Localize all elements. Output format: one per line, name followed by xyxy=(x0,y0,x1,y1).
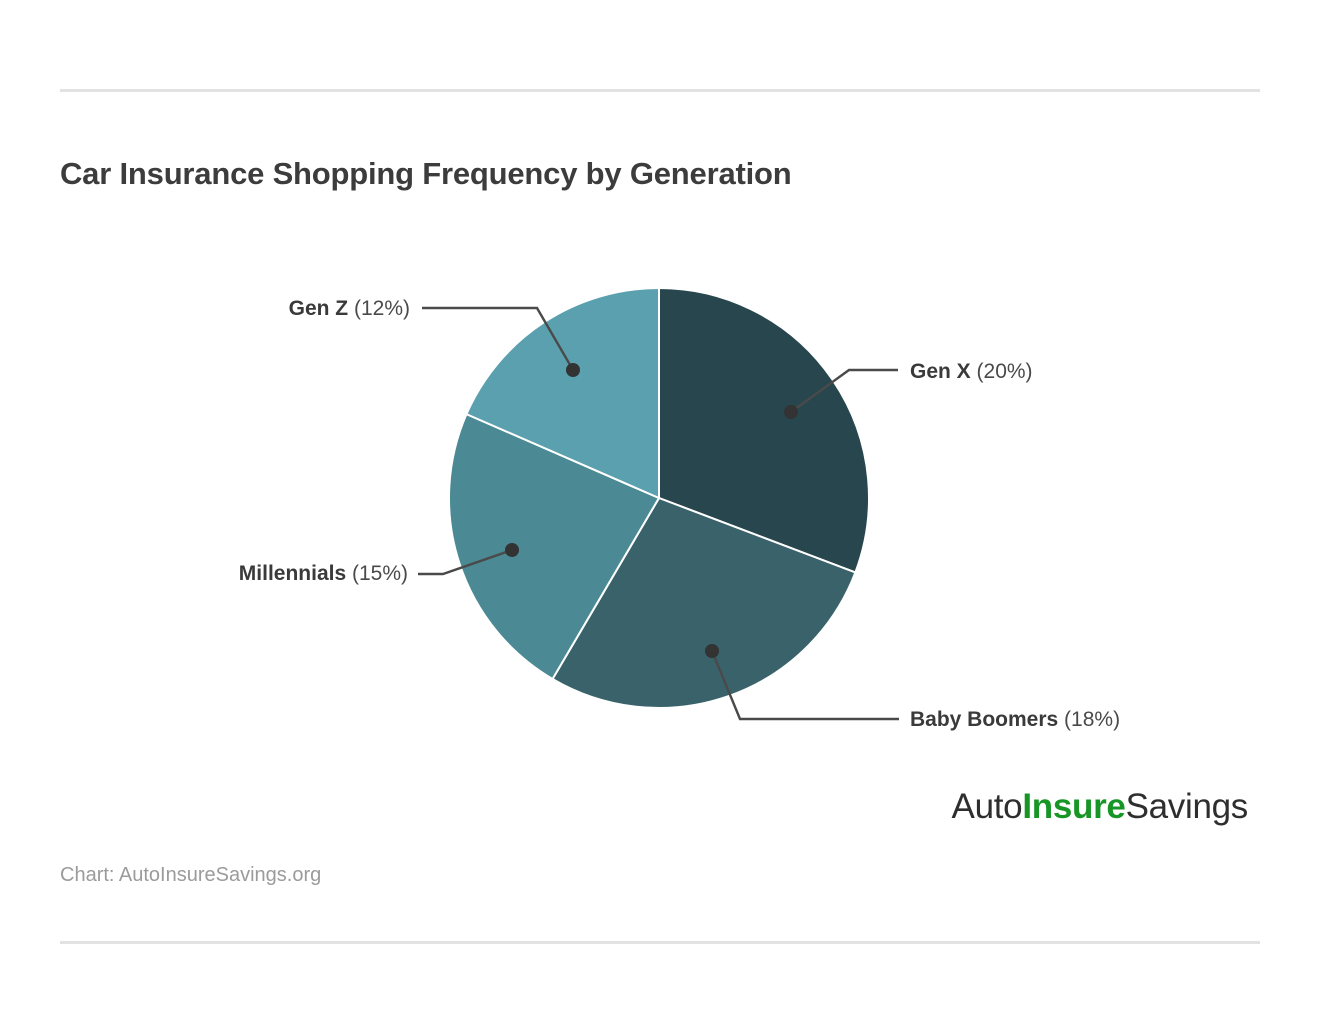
pie-slice-millennials[interactable] xyxy=(448,412,661,681)
leader-dot-gen-x xyxy=(784,405,798,419)
pie-slice-group xyxy=(448,286,870,709)
pie-label-name: Gen Z xyxy=(288,297,349,320)
pie-label-value: (18%) xyxy=(1058,708,1121,731)
pie-label-name: Gen X xyxy=(910,360,971,383)
pie-label-value: (15%) xyxy=(346,562,408,585)
pie-label-millennials: Millennials (15%) xyxy=(0,563,408,584)
brand-logo: AutoInsureSavings xyxy=(951,787,1249,826)
pie-slice-gen-x[interactable] xyxy=(658,286,870,574)
pie-label-value: (20%) xyxy=(970,360,1033,383)
leader-line-group xyxy=(418,306,899,721)
leader-dot-baby-boomers xyxy=(705,644,719,658)
brand-logo-part3: Savings xyxy=(1125,787,1249,826)
brand-logo-part2: Insure xyxy=(1022,787,1126,826)
leader-line-gen-z xyxy=(422,306,575,371)
leader-dot-gen-z xyxy=(566,363,580,377)
pie-slice-gen-z[interactable] xyxy=(465,286,660,500)
leader-dot-millennials xyxy=(505,543,519,557)
pie-label-gen-z: Gen Z (12%) xyxy=(0,298,410,319)
brand-logo-part1: Auto xyxy=(951,787,1023,826)
chart-source-credit: Chart: AutoInsureSavings.org xyxy=(60,864,322,886)
pie-label-baby-boomers: Baby Boomers (18%) xyxy=(910,709,1120,730)
leader-line-baby-boomers xyxy=(710,650,899,721)
top-divider xyxy=(60,89,1260,92)
pie-label-name: Baby Boomers xyxy=(910,708,1059,731)
bottom-divider xyxy=(60,941,1260,944)
pie-label-gen-x: Gen X (20%) xyxy=(910,361,1033,382)
leader-line-millennials xyxy=(418,548,513,576)
pie-label-name: Millennials xyxy=(238,562,347,585)
pie-label-value: (12%) xyxy=(348,297,410,320)
leader-line-gen-x xyxy=(790,368,898,413)
page-title: Car Insurance Shopping Frequency by Gene… xyxy=(60,156,792,191)
